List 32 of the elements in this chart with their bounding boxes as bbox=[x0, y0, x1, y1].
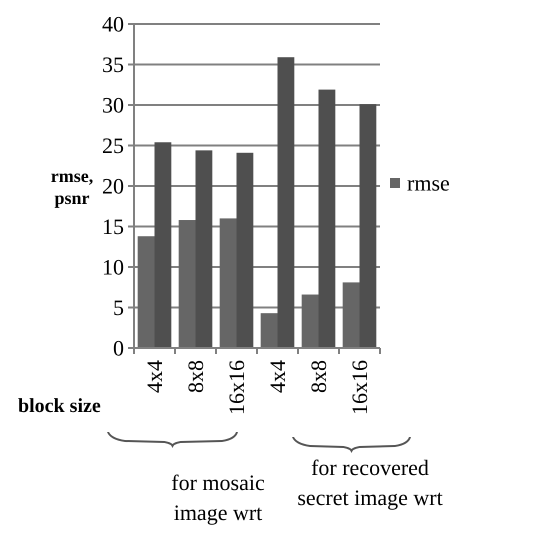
bar bbox=[154, 142, 172, 348]
y-tick-label: 30 bbox=[102, 92, 124, 118]
x-tick-label: 16x16 bbox=[347, 360, 372, 415]
bar bbox=[178, 220, 196, 348]
x-tick-label: 8x8 bbox=[306, 360, 332, 393]
bar bbox=[196, 150, 212, 348]
y-tick-label: 40 bbox=[102, 12, 124, 37]
bar bbox=[318, 90, 336, 348]
text: for mosaic image wrt bbox=[171, 470, 265, 525]
y-axis-title: rmse, psnr bbox=[50, 166, 94, 208]
x-tick-label: 16x16 bbox=[224, 360, 250, 415]
legend-label: rmse bbox=[407, 170, 450, 196]
bar bbox=[236, 152, 254, 348]
y-tick-label: 35 bbox=[102, 52, 124, 78]
bar bbox=[360, 104, 376, 348]
bar bbox=[220, 218, 236, 348]
y-tick-label: 20 bbox=[102, 174, 124, 199]
y-tick-label: 25 bbox=[102, 133, 124, 158]
text: for recovered secret image wrt bbox=[297, 455, 443, 510]
x-tick-label: 4x4 bbox=[142, 360, 168, 393]
x-tick-label: 8x8 bbox=[183, 360, 208, 393]
y-tick-label: 10 bbox=[102, 254, 124, 280]
y-tick-label: 15 bbox=[102, 214, 124, 240]
bar bbox=[302, 294, 318, 348]
x-tick-label: 4x4 bbox=[265, 360, 290, 393]
bar bbox=[138, 236, 154, 348]
x-axis-title: block size bbox=[18, 395, 101, 417]
y-tick-label: 0 bbox=[113, 336, 124, 361]
bar bbox=[278, 57, 294, 348]
bar bbox=[342, 282, 360, 348]
y-tick-label: 5 bbox=[113, 295, 124, 320]
bar bbox=[260, 313, 278, 348]
